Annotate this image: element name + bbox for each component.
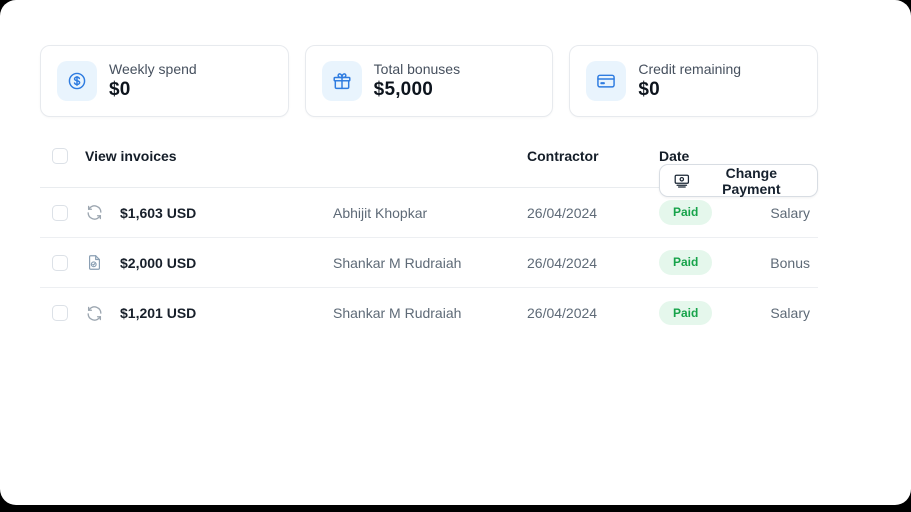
gift-icon	[321, 61, 362, 101]
status-badge: Paid	[659, 250, 713, 275]
stat-card-text: Weekly spend $0	[109, 61, 197, 101]
table-header-row: View invoices Contractor Date Change Pay…	[40, 148, 818, 197]
payment-type: Salary	[770, 305, 810, 321]
payment-type: Salary	[770, 204, 810, 221]
table-row[interactable]: $2,000 USD Shankar M Rudraiah 26/04/2024…	[40, 238, 818, 288]
payment-type: Bonus	[770, 254, 810, 271]
dollar-circle-icon	[57, 61, 97, 101]
stat-card-total-bonuses: Total bonuses $5,000	[304, 45, 554, 117]
recurring-icon	[85, 203, 104, 222]
row-checkbox[interactable]	[52, 305, 68, 321]
stat-label: Credit remaining	[638, 61, 742, 78]
stat-label: Weekly spend	[109, 61, 197, 78]
invoice-amount: $1,201 USD	[120, 305, 197, 321]
invoice-amount: $1,603 USD	[120, 204, 197, 221]
stat-value: $0	[109, 78, 131, 100]
invoice-amount: $2,000 USD	[120, 254, 197, 271]
stat-card-text: Credit remaining $0	[638, 61, 741, 101]
invoice-date: 26/04/2024	[527, 204, 598, 221]
stat-card-weekly-spend: Weekly spend $0	[40, 45, 289, 117]
stat-label: Total bonuses	[373, 61, 461, 78]
contractor-name: Abhijit Khopkar	[333, 204, 428, 221]
column-header-date: Date	[659, 148, 690, 164]
table-row[interactable]: $1,603 USD Abhijit Khopkar 26/04/2024 Pa…	[40, 188, 818, 238]
stats-row: Weekly spend $0 Total bonuses $5	[40, 45, 819, 117]
status-badge: Paid	[659, 200, 713, 225]
change-payment-button[interactable]: Change Payment	[659, 164, 818, 197]
stat-value: $5,000	[373, 78, 433, 100]
stat-card-credit-remaining: Credit remaining $0	[569, 45, 819, 117]
select-all-checkbox[interactable]	[52, 148, 68, 164]
status-badge: Paid	[659, 300, 713, 326]
change-payment-label: Change Payment	[722, 164, 781, 197]
contractor-name: Shankar M Rudraiah	[333, 254, 462, 271]
column-header-contractor: Contractor	[527, 148, 599, 164]
column-header-view-invoices: View invoices	[85, 148, 177, 164]
recurring-icon	[85, 304, 104, 323]
table-row[interactable]: $1,201 USD Shankar M Rudraiah 26/04/2024…	[40, 288, 818, 338]
invoices-table: View invoices Contractor Date Change Pay…	[40, 148, 818, 338]
stat-value: $0	[638, 78, 660, 100]
stat-card-text: Total bonuses $5,000	[374, 61, 460, 101]
invoice-date: 26/04/2024	[527, 254, 598, 271]
row-checkbox[interactable]	[52, 204, 68, 221]
invoice-date: 26/04/2024	[527, 305, 598, 321]
row-checkbox[interactable]	[52, 254, 68, 271]
contractor-name: Shankar M Rudraiah	[333, 305, 462, 321]
credit-card-icon	[586, 61, 627, 101]
banknote-icon	[674, 174, 690, 188]
file-check-icon	[85, 253, 104, 272]
